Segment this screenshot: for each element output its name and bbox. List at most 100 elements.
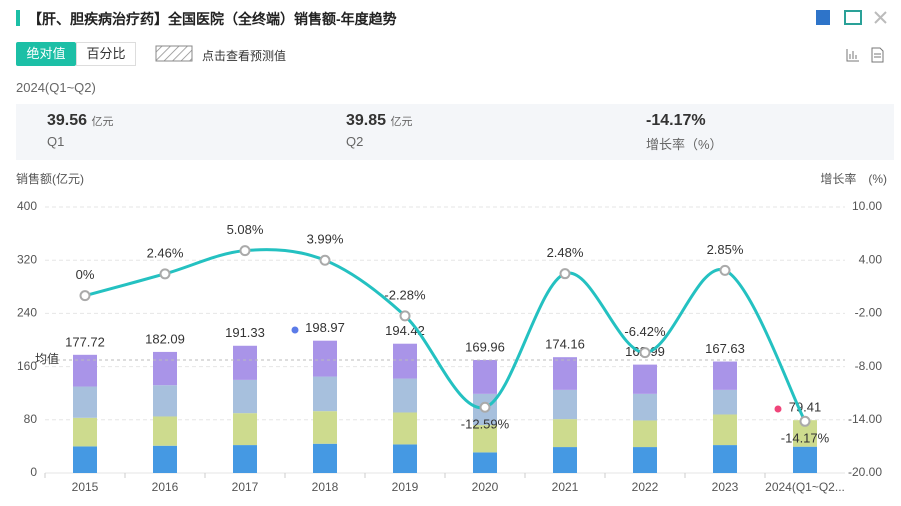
y-tick-label: 80 — [24, 412, 38, 426]
highlight-dot — [774, 405, 782, 413]
bar-segment — [553, 419, 577, 448]
bar-segment — [393, 378, 417, 413]
period: 2024(Q1~Q2) — [16, 80, 96, 95]
growth-label: 0% — [76, 267, 95, 282]
stat-label: Q1 — [47, 134, 65, 149]
bar-segment — [633, 420, 657, 448]
stat-label: 增长率（%） — [646, 137, 723, 152]
bar-segment — [553, 389, 577, 420]
bar-segment — [153, 416, 177, 446]
growth-label: -14.17% — [781, 431, 830, 446]
bar-segment — [313, 340, 337, 377]
stat-value: 39.85 — [346, 112, 387, 129]
tab[interactable]: 绝对值 — [16, 42, 76, 66]
y-axis-label: 销售额(亿元) — [16, 171, 84, 186]
x-tick-label: 2020 — [472, 480, 499, 494]
growth-point — [399, 310, 411, 322]
y2-axis-label: 增长率 (%) — [820, 171, 887, 186]
forecast-swatch[interactable] — [155, 44, 195, 64]
bar-segment — [233, 445, 257, 473]
growth-point — [159, 268, 171, 280]
x-tick-label: 2015 — [72, 480, 99, 494]
bar-total-label: 177.72 — [65, 334, 105, 349]
tab[interactable]: 百分比 — [76, 42, 136, 66]
growth-label: -6.42% — [624, 324, 666, 339]
stat-value: -14.17% — [646, 112, 706, 129]
y-tick-label: 160 — [17, 359, 37, 373]
excel-icon[interactable] — [816, 10, 830, 25]
bar-total-label: 79.41 — [789, 400, 822, 415]
chart-icon[interactable] — [846, 49, 859, 62]
y2-tick-label: -14.00 — [848, 412, 882, 426]
bar-segment — [633, 364, 657, 394]
image-icon[interactable] — [844, 10, 862, 25]
highlight-dot — [291, 326, 299, 334]
x-tick-label: 2017 — [232, 480, 259, 494]
bar-segment — [553, 447, 577, 473]
y-tick-label: 400 — [17, 199, 37, 213]
y-tick-label: 240 — [17, 306, 37, 320]
bar-segment — [313, 443, 337, 473]
growth-point — [559, 268, 571, 280]
toolbar-icons — [816, 10, 887, 25]
stat-value: 39.56 — [47, 112, 88, 129]
y-tick-label: 320 — [17, 252, 37, 266]
bar-segment — [73, 417, 97, 447]
x-tick-label: 2019 — [392, 480, 419, 494]
growth-point — [319, 254, 331, 266]
table-icon[interactable] — [871, 47, 884, 63]
bar-segment — [473, 425, 497, 453]
growth-label: 2.48% — [547, 245, 584, 260]
forecast-label[interactable]: 点击查看预测值 — [202, 49, 287, 63]
x-tick-label: 2023 — [712, 480, 739, 494]
bar-segment — [633, 447, 657, 473]
bar-segment — [73, 386, 97, 418]
growth-label: 2.85% — [707, 242, 744, 257]
y2-tick-label: -20.00 — [848, 465, 882, 479]
title-accent — [16, 10, 20, 26]
growth-label: -2.28% — [384, 287, 426, 302]
bar-segment — [633, 393, 657, 421]
bar-segment — [73, 446, 97, 473]
x-tick-label: 2018 — [312, 480, 339, 494]
bar-segment — [233, 413, 257, 446]
growth-point — [239, 245, 251, 257]
bar-total-label: 167.63 — [705, 341, 745, 356]
x-tick-label: 2016 — [152, 480, 179, 494]
bar-total-label: 169.96 — [465, 339, 505, 354]
growth-point — [639, 347, 651, 359]
close-icon[interactable] — [874, 11, 887, 24]
growth-label: 5.08% — [227, 222, 264, 237]
growth-label: 2.46% — [147, 245, 184, 260]
stat: 39.56 亿元 Q1 — [47, 112, 114, 149]
stats-card — [16, 104, 894, 160]
bar-segment — [393, 412, 417, 445]
bar-total-label: 198.97 — [305, 320, 345, 335]
average-label: 均值 — [35, 351, 59, 366]
y2-tick-label: 4.00 — [859, 252, 883, 266]
view-icons — [846, 47, 884, 63]
bar-segment — [393, 343, 417, 379]
stat: -14.17% 增长率（%） — [646, 112, 723, 153]
bar-segment — [473, 359, 497, 394]
growth-point — [719, 264, 731, 276]
y2-tick-label: 10.00 — [852, 199, 882, 213]
stat: 39.85 亿元 Q2 — [346, 112, 413, 149]
bar-segment — [153, 351, 177, 386]
growth-label: -12.59% — [461, 417, 510, 432]
title: 【肝、胆疾病治疗药】全国医院（全终端）销售额-年度趋势 — [28, 11, 397, 27]
bar-segment — [313, 411, 337, 444]
bar-segment — [473, 452, 497, 473]
growth-label: 3.99% — [307, 232, 344, 247]
y2-tick-label: -2.00 — [855, 306, 883, 320]
x-tick-label: 2024(Q1~Q2... — [765, 480, 845, 494]
stat-unit: 亿元 — [390, 116, 413, 128]
x-tick-label: 2021 — [552, 480, 579, 494]
bar-segment — [233, 345, 257, 380]
growth-point — [799, 415, 811, 427]
stat-unit: 亿元 — [91, 116, 114, 128]
growth-point — [79, 290, 91, 302]
bar-segment — [713, 445, 737, 473]
